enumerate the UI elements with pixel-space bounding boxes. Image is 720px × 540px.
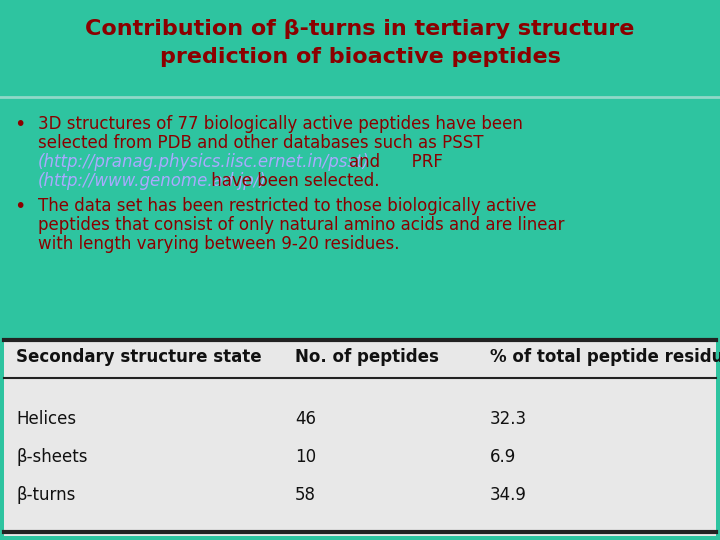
Text: % of total peptide residues: % of total peptide residues xyxy=(490,348,720,366)
Text: Helices: Helices xyxy=(16,410,76,428)
Text: 10: 10 xyxy=(295,448,316,466)
Text: The data set has been restricted to those biologically active: The data set has been restricted to thos… xyxy=(38,197,536,215)
Text: No. of peptides: No. of peptides xyxy=(295,348,439,366)
Text: β-turns: β-turns xyxy=(16,486,76,504)
Text: (http://www.genome.ad.jp/): (http://www.genome.ad.jp/) xyxy=(38,172,267,190)
FancyBboxPatch shape xyxy=(0,0,720,97)
Text: 3D structures of 77 biologically active peptides have been: 3D structures of 77 biologically active … xyxy=(38,115,523,133)
Text: 46: 46 xyxy=(295,410,316,428)
Text: peptides that consist of only natural amino acids and are linear: peptides that consist of only natural am… xyxy=(38,215,564,234)
Text: 32.3: 32.3 xyxy=(490,410,527,428)
Text: 6.9: 6.9 xyxy=(490,448,516,466)
Text: selected from PDB and other databases such as PSST: selected from PDB and other databases su… xyxy=(38,134,484,152)
Text: •: • xyxy=(14,197,25,215)
Text: have been selected.: have been selected. xyxy=(206,172,379,190)
Text: Secondary structure state: Secondary structure state xyxy=(16,348,261,366)
Text: 34.9: 34.9 xyxy=(490,486,527,504)
Text: 58: 58 xyxy=(295,486,316,504)
Text: •: • xyxy=(14,115,25,134)
Text: and      PRF: and PRF xyxy=(328,153,443,171)
Text: with length varying between 9-20 residues.: with length varying between 9-20 residue… xyxy=(38,235,400,253)
FancyBboxPatch shape xyxy=(4,340,716,536)
Text: Contribution of β-turns in tertiary structure
prediction of bioactive peptides: Contribution of β-turns in tertiary stru… xyxy=(85,19,635,66)
Text: (http://pranag.physics.iisc.ernet.in/psst): (http://pranag.physics.iisc.ernet.in/pss… xyxy=(38,153,370,171)
Text: β-sheets: β-sheets xyxy=(16,448,88,466)
